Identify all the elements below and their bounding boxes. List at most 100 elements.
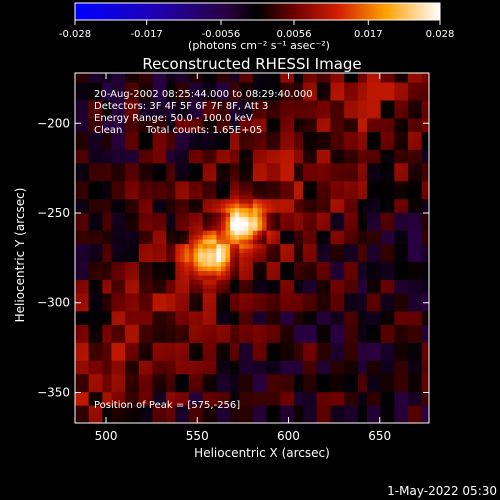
heatmap-cell	[344, 113, 350, 119]
heatmap-cell	[344, 167, 350, 173]
heatmap-cell	[111, 274, 117, 281]
heatmap-cell	[198, 409, 204, 415]
heatmap-cell	[362, 351, 368, 357]
heatmap-cell	[280, 292, 286, 298]
heatmap-cell	[207, 212, 213, 218]
heatmap-cell	[293, 346, 300, 352]
heatmap-cell	[116, 306, 122, 312]
heatmap-cell	[111, 351, 117, 357]
heatmap-cell	[161, 328, 167, 334]
heatmap-cell	[289, 274, 295, 281]
heatmap-cell	[75, 216, 81, 222]
heatmap-cell	[198, 382, 204, 388]
heatmap-cell	[193, 230, 199, 236]
heatmap-cell	[207, 369, 213, 375]
heatmap-cell	[88, 99, 94, 106]
heatmap-cell	[325, 315, 332, 321]
heatmap-cell	[207, 288, 213, 294]
heatmap-cell	[220, 369, 227, 375]
heatmap-cell	[152, 216, 158, 222]
heatmap-cell	[193, 414, 199, 420]
heatmap-cell	[280, 288, 286, 294]
heatmap-cell	[339, 270, 345, 276]
heatmap-cell	[189, 122, 195, 128]
heatmap-cell	[120, 391, 126, 397]
heatmap-cell	[234, 167, 240, 173]
heatmap-cell	[93, 324, 99, 330]
heatmap-cell	[280, 135, 286, 141]
heatmap-cell	[348, 400, 354, 406]
heatmap-cell	[298, 382, 304, 388]
heatmap-cell	[298, 288, 304, 294]
heatmap-cell	[348, 409, 354, 415]
heatmap-cell	[298, 212, 304, 218]
heatmap-cell	[262, 292, 268, 298]
heatmap-cell	[335, 315, 341, 321]
heatmap-cell	[202, 337, 208, 343]
heatmap-cell	[252, 256, 259, 263]
heatmap-cell	[289, 95, 295, 101]
heatmap-cell	[84, 221, 90, 227]
heatmap-cell	[335, 135, 341, 141]
heatmap-cell	[106, 409, 113, 415]
heatmap-cell	[120, 122, 126, 128]
heatmap-cell	[230, 378, 236, 384]
heatmap-cell	[134, 414, 140, 420]
heatmap-cell	[134, 225, 140, 231]
heatmap-cell	[138, 270, 145, 276]
heatmap-cell	[234, 185, 240, 191]
heatmap-cell	[97, 99, 103, 106]
heatmap-cell	[170, 382, 176, 388]
heatmap-cell	[321, 126, 327, 132]
heatmap-cell	[316, 283, 322, 289]
heatmap-cell	[312, 198, 318, 204]
heatmap-cell	[207, 122, 213, 128]
heatmap-cell	[129, 387, 135, 393]
heatmap-cell	[307, 194, 313, 200]
heatmap-cell	[120, 274, 126, 281]
heatmap-cell	[257, 99, 263, 106]
heatmap-cell	[348, 355, 354, 361]
heatmap-cell	[79, 283, 85, 289]
heatmap-cell	[120, 270, 126, 276]
heatmap-cell	[321, 373, 327, 379]
heatmap-cell	[211, 346, 218, 352]
heatmap-cell	[157, 176, 163, 182]
heatmap-cell	[193, 189, 199, 195]
heatmap-cell	[88, 108, 94, 114]
heatmap-cell	[243, 310, 249, 316]
heatmap-cell	[348, 90, 354, 97]
heatmap-cell	[102, 221, 108, 227]
heatmap-cell	[138, 162, 145, 168]
heatmap-cell	[116, 252, 122, 258]
heatmap-cell	[120, 337, 126, 343]
heatmap-cell	[152, 351, 158, 357]
heatmap-cell	[138, 418, 145, 423]
heatmap-cell	[79, 167, 85, 173]
heatmap-cell	[129, 135, 135, 141]
heatmap-cell	[184, 351, 190, 357]
heatmap-cell	[357, 122, 363, 128]
heatmap-cell	[106, 207, 113, 213]
heatmap-cell	[275, 221, 281, 227]
heatmap-cell	[234, 140, 240, 146]
heatmap-cell	[207, 140, 213, 146]
heatmap-cell	[184, 73, 190, 79]
heatmap-cell	[175, 306, 181, 312]
heatmap-cell	[138, 292, 145, 298]
heatmap-cell	[143, 409, 149, 415]
heatmap-cell	[252, 297, 259, 303]
heatmap-cell	[207, 198, 213, 204]
heatmap-cell	[335, 117, 341, 123]
heatmap-cell	[157, 203, 163, 209]
heatmap-cell	[111, 113, 117, 119]
heatmap-cell	[248, 243, 254, 249]
heatmap-cell	[225, 113, 231, 119]
heatmap-cell	[321, 162, 327, 168]
heatmap-cell	[262, 86, 268, 92]
heatmap-cell	[216, 270, 222, 276]
heatmap-cell	[220, 409, 227, 415]
colorbar-tick-label: 0.017	[354, 29, 383, 40]
heatmap-cell	[179, 104, 186, 110]
heatmap-cell	[307, 252, 313, 258]
